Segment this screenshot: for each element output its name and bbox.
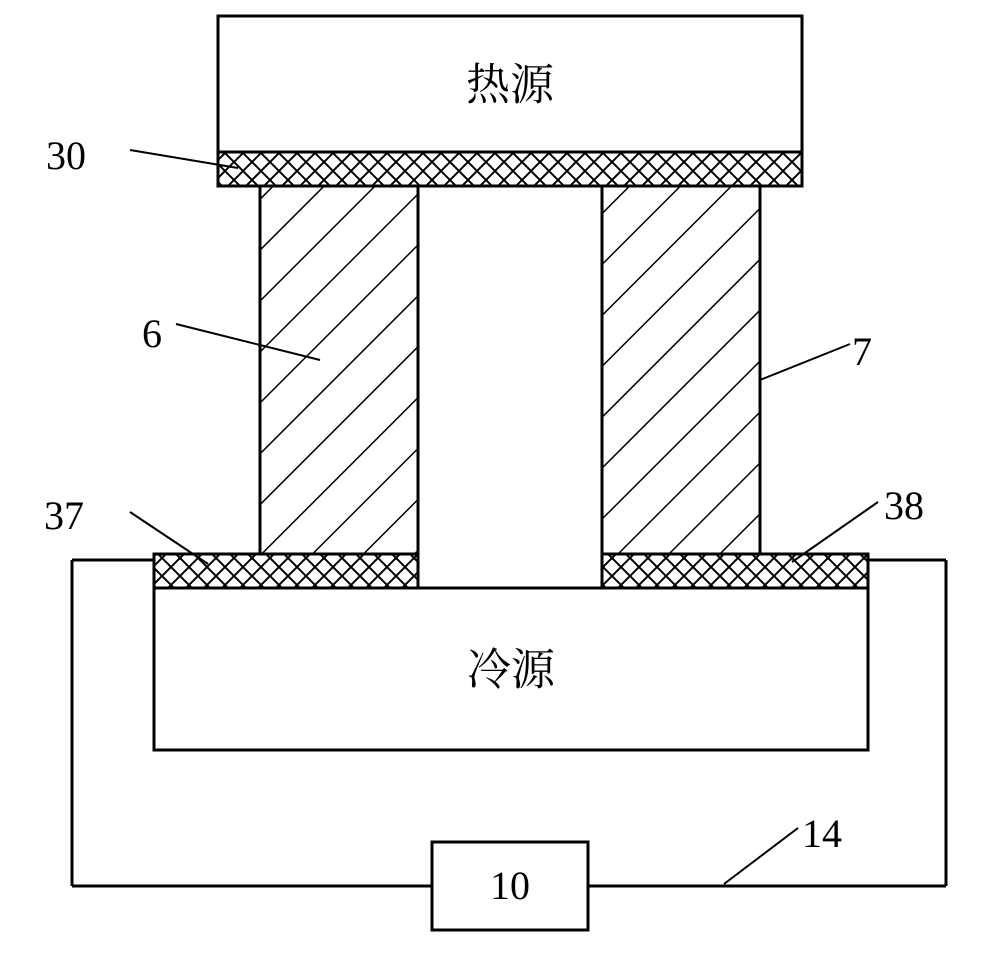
label-14: 14 — [802, 811, 842, 856]
bottom-right-electrode-38 — [602, 554, 868, 588]
cold-source-label: 冷源 — [467, 633, 556, 697]
label-38: 38 — [884, 483, 924, 528]
label-6: 6 — [142, 311, 162, 356]
load-label-10: 10 — [490, 863, 530, 908]
top-electrode-30 — [218, 152, 802, 186]
thermoelectric-diagram: 热源冷源 10 6 7 14 30 37 38 — [0, 0, 1000, 954]
label-37: 37 — [44, 493, 84, 538]
right-leg-7 — [602, 186, 760, 554]
heat-source-label: 热源 — [466, 48, 555, 112]
left-leg-6 — [260, 186, 418, 554]
label-7: 7 — [852, 329, 872, 374]
bottom-left-electrode-37 — [154, 554, 418, 588]
label-30: 30 — [46, 133, 86, 178]
